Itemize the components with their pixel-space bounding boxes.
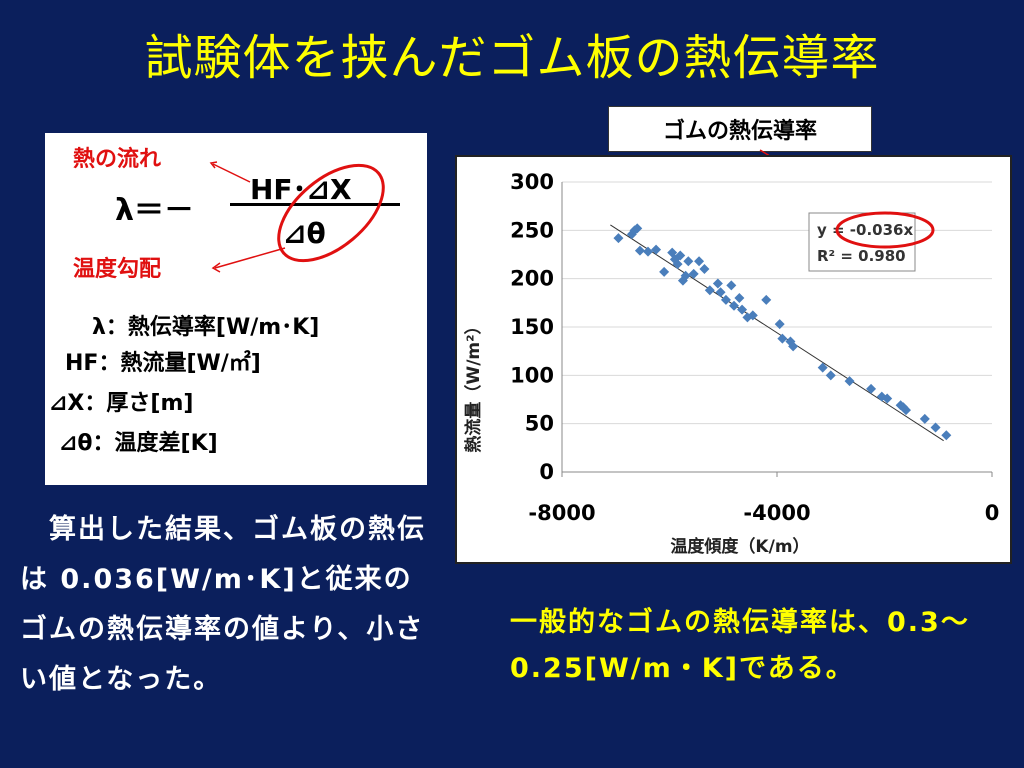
data-point	[720, 294, 731, 305]
data-point	[774, 319, 785, 330]
data-point	[825, 370, 836, 381]
conclusion-text: 算出した結果、ゴム板の熱伝は 0.036[W/m･K]と従来の ゴムの熱伝導率の…	[20, 514, 426, 695]
reference-text: 一般的なゴムの熱伝導率は、0.3～0.25[W/m・K]である。	[510, 607, 970, 684]
data-point	[675, 250, 686, 261]
equation-box	[808, 212, 916, 272]
y-tick-label: 200	[510, 267, 554, 291]
data-point	[901, 405, 911, 416]
chart-trendline-group	[610, 224, 944, 442]
y-tick-label: 300	[510, 170, 554, 194]
chart-grid	[562, 181, 992, 425]
data-point	[699, 264, 710, 274]
data-point	[632, 223, 643, 234]
data-point	[672, 259, 683, 270]
x-tick-label: -8000	[528, 501, 595, 525]
data-point	[613, 233, 624, 244]
heat-flow-arrow	[212, 163, 251, 183]
data-point	[715, 287, 726, 298]
data-point	[866, 383, 877, 394]
data-point	[659, 266, 670, 277]
y-tick-label: 50	[525, 412, 554, 436]
data-point	[919, 413, 930, 424]
y-tick-label: 100	[510, 363, 554, 387]
data-point	[683, 256, 694, 267]
temp-gradient-arrow	[214, 247, 286, 269]
data-point	[737, 304, 748, 315]
equation-label: y = -0.036x	[817, 221, 913, 239]
data-point	[712, 278, 723, 289]
data-point	[882, 393, 893, 404]
y-tick-label: 0	[539, 460, 554, 484]
chart-points	[613, 223, 952, 441]
chart-axes	[561, 182, 993, 477]
r2-label: R² = 0.980	[817, 247, 906, 265]
chart-panel: 0 50 100 150 200 250 300 -8000 -4000 0 熱流量（W/m²） …	[455, 155, 1012, 564]
y-tick-label: 150	[510, 315, 554, 339]
data-point	[688, 268, 699, 279]
chart-ticks: 0 50 100 150 200 250 300 -8000 -4000 0	[510, 170, 999, 525]
equation-highlight-ellipse	[835, 211, 935, 249]
data-point	[734, 293, 745, 303]
formula-denominator: ⊿θ	[283, 217, 326, 250]
callout-label: ゴムの熱伝導率	[608, 106, 872, 152]
data-point	[680, 270, 691, 281]
definition-heat-flux: HF：熱流量[W/㎡]	[65, 351, 261, 376]
formula-numerator: HF･⊿X	[250, 173, 352, 206]
y-tick-label: 250	[510, 218, 554, 242]
data-point	[788, 341, 799, 352]
temp-gradient-arrowhead	[211, 262, 221, 273]
formula-lhs: λ＝－	[115, 193, 194, 228]
x-axis-label: 温度傾度（K/m）	[670, 536, 809, 557]
formula-annotations	[209, 161, 385, 273]
data-point	[761, 294, 772, 305]
definition-thickness: ⊿X：厚さ[m]	[49, 391, 194, 416]
data-point	[817, 362, 828, 373]
definition-temp-diff: ⊿θ：温度差[K]	[59, 431, 218, 456]
fraction-bar	[230, 203, 400, 206]
formula-panel: 熱の流れ 温度勾配 λ＝－ HF･⊿X ⊿θ λ：熱伝導率[W/m･K] HF：…	[45, 133, 427, 485]
data-point	[634, 245, 645, 256]
data-point	[742, 312, 753, 323]
y-axis-label: 熱流量（W/m²）	[463, 317, 484, 452]
x-tick-label: -4000	[743, 501, 810, 525]
data-point	[704, 285, 715, 296]
data-point	[729, 300, 739, 311]
data-point	[941, 430, 952, 441]
heat-flow-label: 熱の流れ	[73, 147, 162, 172]
highlight-ellipse	[277, 163, 385, 263]
page-title: 試験体を挟んだゴム板の熱伝導率	[144, 30, 880, 86]
data-point	[777, 333, 788, 344]
data-point	[844, 376, 855, 387]
data-point	[694, 256, 705, 267]
temperature-gradient-label: 温度勾配	[73, 257, 162, 282]
trendline	[610, 224, 944, 442]
data-point	[930, 422, 941, 433]
x-tick-label: 0	[985, 501, 1000, 525]
data-point	[651, 244, 662, 255]
data-point	[747, 310, 758, 321]
definition-lambda: λ：熱伝導率[W/m･K]	[92, 315, 320, 340]
data-point	[726, 280, 737, 291]
heat-flow-arrowhead	[209, 161, 218, 169]
data-point	[643, 246, 653, 257]
